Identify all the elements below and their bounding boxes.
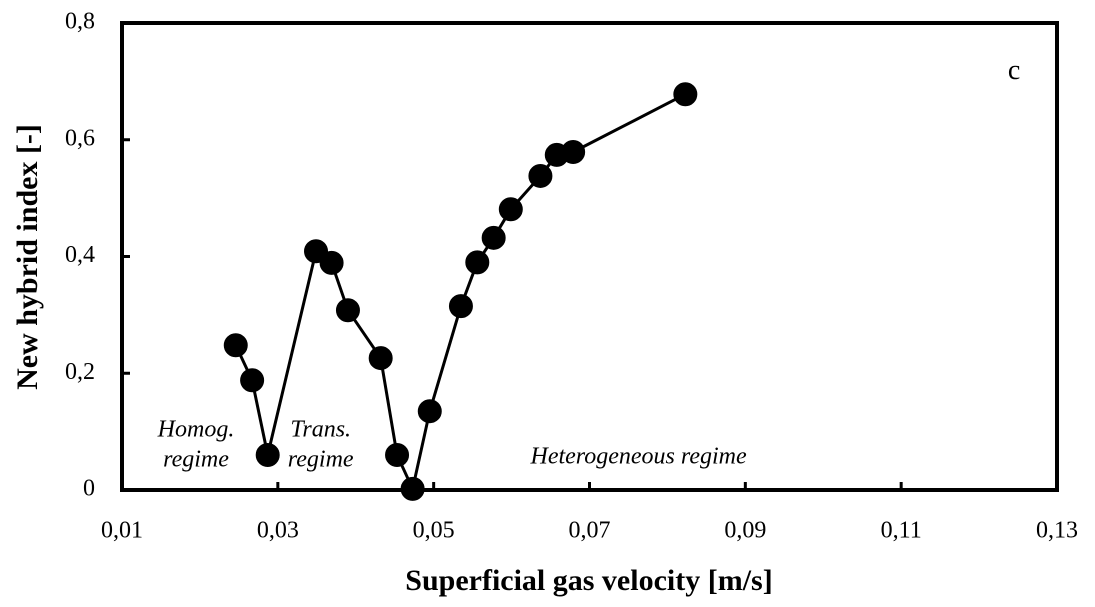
y-tick-label: 0 (83, 476, 95, 502)
data-point (223, 333, 248, 358)
data-point (465, 250, 490, 275)
y-tick-label: 0,2 (65, 359, 95, 385)
y-tick-label: 0,8 (65, 9, 95, 35)
annotation: Homog. (157, 417, 235, 443)
data-point (417, 399, 442, 424)
data-point (448, 294, 473, 319)
y-tick-label: 0,4 (65, 242, 95, 268)
x-tick-label: 0,13 (1036, 518, 1078, 544)
data-point (335, 298, 360, 323)
data-point (498, 197, 523, 222)
data-point (561, 140, 586, 165)
annotation: regime (163, 447, 229, 473)
annotation: Heterogeneous regime (530, 443, 748, 469)
x-tick-label: 0,03 (257, 518, 299, 544)
annotation: Trans. (290, 417, 351, 443)
annotation: regime (288, 447, 354, 473)
y-tick-label: 0,6 (65, 125, 95, 151)
data-point (673, 82, 698, 107)
data-point (528, 163, 553, 188)
x-axis-title: Superficial gas velocity [m/s] (405, 564, 772, 597)
data-point (240, 368, 265, 393)
data-point (368, 346, 393, 371)
x-tick-label: 0,07 (569, 518, 611, 544)
x-tick-label: 0,11 (881, 518, 922, 544)
data-point (385, 442, 410, 467)
x-tick-label: 0,01 (101, 518, 143, 544)
data-point (319, 250, 344, 275)
y-axis-title: New hybrid index [-] (11, 124, 44, 390)
data-point (255, 442, 280, 467)
x-tick-label: 0,09 (724, 518, 766, 544)
plot-frame (120, 21, 1059, 492)
annotation: c (1008, 55, 1020, 86)
x-tick-label: 0,05 (413, 518, 455, 544)
data-point (481, 225, 506, 250)
data-point (400, 476, 425, 501)
